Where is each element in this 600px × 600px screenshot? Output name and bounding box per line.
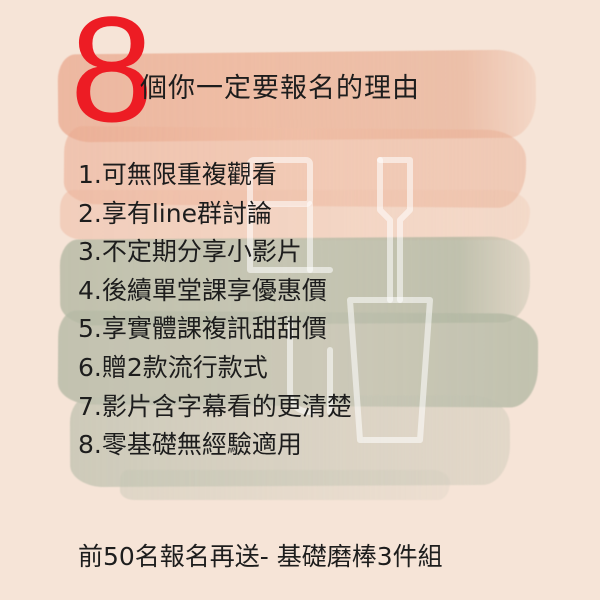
list-item: 6.贈2款流行款式 xyxy=(78,352,268,382)
list-item: 5.享實體課複訊甜甜價 xyxy=(78,314,327,344)
list-item: 3.不定期分享小影片 xyxy=(78,237,302,267)
brush-stroke-peach xyxy=(60,190,530,240)
brush-stroke-green xyxy=(120,470,450,500)
reasons-list: 1.可無限重複觀看 2.享有line群討論 3.不定期分享小影片 4.後續單堂課… xyxy=(78,156,352,465)
list-item: 2.享有line群討論 xyxy=(78,198,272,228)
list-item: 7.影片含字幕看的更清楚 xyxy=(78,391,352,421)
shovel-icon xyxy=(247,157,433,443)
list-item: 8.零基礎無經驗適用 xyxy=(78,430,302,460)
headline-number: 8 xyxy=(70,0,154,153)
headline-text: 個你一定要報名的理由 xyxy=(140,73,420,104)
list-item: 1.可無限重複觀看 xyxy=(78,160,277,189)
bonus-offer-text: 前50名報名再送- 基礎磨棒3件組 xyxy=(78,542,443,571)
list-item: 4.後續單堂課享優惠價 xyxy=(78,275,327,305)
